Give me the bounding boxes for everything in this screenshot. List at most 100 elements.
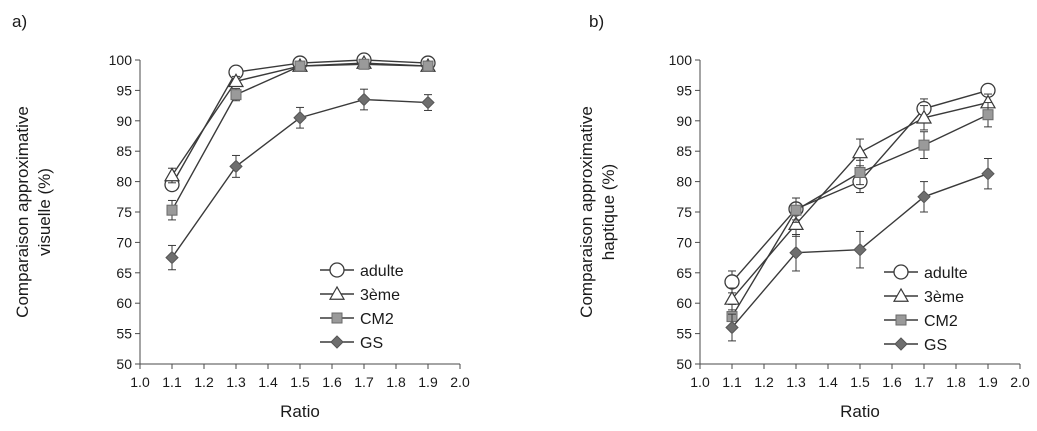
x-axis-title: Ratio [280, 402, 320, 421]
y-tick-label: 80 [116, 174, 132, 190]
data-point [790, 204, 802, 216]
y-tick-label: 55 [116, 326, 132, 342]
series-4 [725, 157, 995, 342]
x-tick-label: 1.8 [386, 374, 406, 390]
y-tick-label: 100 [109, 52, 133, 68]
x-tick-label: 1.5 [290, 374, 310, 390]
data-point [789, 246, 803, 260]
x-tick-label: 1.1 [722, 374, 742, 390]
x-tick-label: 1.9 [978, 374, 998, 390]
y-tick-label: 60 [116, 295, 132, 311]
y-tick-label: 70 [116, 234, 132, 250]
legend: adulte 3ème CM2 GS [884, 264, 968, 354]
legend-marker [893, 264, 909, 280]
legend-label: adulte [924, 265, 968, 282]
x-tick-label: 1.6 [322, 374, 342, 390]
y-tick-label: 90 [116, 113, 132, 129]
data-point [915, 109, 933, 124]
legend: adulte 3ème CM2 GS [320, 262, 404, 352]
data-point [294, 60, 306, 72]
y-axis-title-line: Comparaison approximative [577, 106, 596, 318]
y-tick-label: 50 [116, 356, 132, 372]
data-point [787, 215, 805, 231]
legend-marker [892, 287, 910, 302]
y-tick-label: 65 [676, 265, 692, 281]
panel-label: a) [12, 12, 27, 31]
legend-label: 3ème [360, 287, 400, 304]
data-point [357, 92, 371, 107]
data-point [917, 190, 931, 204]
legend-label: GS [360, 335, 383, 352]
legend-marker [328, 285, 346, 300]
x-tick-label: 1.2 [194, 374, 214, 390]
x-tick-label: 1.2 [754, 374, 774, 390]
y-tick-label: 75 [676, 204, 692, 220]
y-tick-label: 85 [116, 143, 132, 159]
series-line [171, 63, 429, 211]
y-tick-label: 90 [676, 113, 692, 129]
y-tick-label: 100 [669, 52, 693, 68]
data-point [166, 204, 178, 216]
data-point [229, 159, 243, 174]
data-point [358, 58, 370, 70]
data-point [227, 73, 245, 88]
y-axis-title-line: Comparaison approximative [13, 106, 32, 318]
data-point [293, 111, 307, 125]
legend-marker [894, 337, 908, 351]
legend-label: CM2 [360, 311, 394, 328]
y-tick-label: 85 [676, 143, 692, 159]
y-tick-label: 50 [676, 356, 692, 372]
x-tick-label: 1.4 [818, 374, 838, 390]
y-tick-label: 55 [676, 326, 692, 342]
data-point [163, 167, 181, 182]
x-tick-label: 1.7 [354, 374, 374, 390]
x-axis-title: Ratio [840, 402, 880, 421]
y-axis-title-line: visuelle (%) [35, 168, 54, 256]
y-tick-label: 95 [676, 82, 692, 98]
panel-b-chart: b) 50 55 60 65 70 75 80 85 90 95 100 1.0 1.1 1.2 1.3 1.4… [577, 12, 1030, 421]
panel-a-chart: a) 50 55 60 65 70 75 80 85 90 95 100 1.0 1.1 1.2 1.3 1.4… [12, 12, 470, 421]
x-tick-label: 1.6 [882, 374, 902, 390]
x-tick-label: 1.3 [786, 374, 806, 390]
y-tick-label: 95 [116, 82, 132, 98]
legend-marker [330, 335, 344, 349]
y-axis-title-line: haptique (%) [599, 164, 618, 260]
panel-label: b) [589, 12, 604, 31]
data-point [421, 95, 435, 110]
x-tick-label: 1.5 [850, 374, 870, 390]
legend-label: 3ème [924, 289, 964, 306]
data-point [853, 242, 867, 257]
x-tick-label: 1.9 [418, 374, 438, 390]
x-tick-label: 1.8 [946, 374, 966, 390]
data-point [422, 60, 434, 72]
data-point [851, 144, 869, 159]
x-tick-label: 1.1 [162, 374, 182, 390]
x-tick-label: 1.3 [226, 374, 246, 390]
x-tick-label: 2.0 [450, 374, 470, 390]
x-tick-label: 1.0 [690, 374, 710, 390]
x-tick-label: 2.0 [1010, 374, 1030, 390]
x-tick-label: 1.0 [130, 374, 150, 390]
data-point [854, 166, 866, 178]
data-point [724, 274, 740, 290]
legend-label: adulte [360, 263, 404, 280]
legend-marker [329, 262, 345, 278]
y-tick-label: 70 [676, 234, 692, 250]
x-tick-label: 1.7 [914, 374, 934, 390]
data-point [918, 139, 930, 151]
data-point [725, 320, 739, 335]
legend-marker [895, 314, 907, 326]
legend-marker [331, 312, 343, 324]
y-tick-label: 75 [116, 204, 132, 220]
data-point [981, 166, 995, 181]
x-tick-label: 1.4 [258, 374, 278, 390]
data-point [982, 109, 994, 121]
legend-label: GS [924, 337, 947, 354]
data-point [230, 89, 242, 101]
data-point [165, 250, 179, 265]
y-tick-label: 65 [116, 265, 132, 281]
y-tick-label: 60 [676, 295, 692, 311]
legend-label: CM2 [924, 313, 958, 330]
series-3 [166, 58, 434, 221]
